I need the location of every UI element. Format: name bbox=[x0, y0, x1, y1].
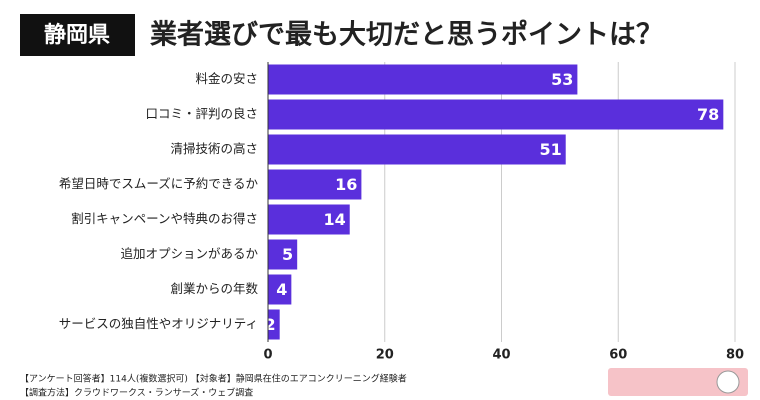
y-tick-label: サービスの独自性やオリジナリティ bbox=[59, 316, 258, 331]
x-tick-label: 20 bbox=[376, 348, 394, 363]
y-tick-label: 割引キャンペーンや特典のお得さ bbox=[71, 211, 258, 226]
value-label: 2 bbox=[265, 315, 276, 334]
x-tick-label: 60 bbox=[609, 348, 627, 363]
bar bbox=[268, 169, 362, 200]
bar bbox=[268, 99, 724, 130]
x-tick-label: 40 bbox=[492, 348, 510, 363]
bar bbox=[268, 274, 292, 305]
bar bbox=[268, 64, 578, 95]
badge: 静岡県 bbox=[44, 22, 110, 48]
bar bbox=[268, 239, 298, 270]
bar bbox=[268, 309, 280, 340]
value-label: 78 bbox=[697, 105, 719, 124]
y-tick-label: 口コミ・評判の良さ bbox=[145, 106, 258, 121]
y-tick-label: 希望日時でスムーズに予約できるか bbox=[59, 176, 259, 191]
note: 【アンケート回答者】114人(複数選択可) 【対象者】静岡県在住のエアコンクリー… bbox=[20, 373, 407, 385]
value-label: 16 bbox=[335, 175, 357, 194]
y-tick-label: 追加オプションがあるか bbox=[120, 246, 258, 261]
y-tick-label: 清掃技術の高さ bbox=[170, 141, 258, 156]
logo-icon bbox=[716, 370, 740, 394]
value-label: 5 bbox=[282, 245, 293, 264]
y-tick-label: 料金の安さ bbox=[195, 71, 258, 86]
value-label: 14 bbox=[323, 210, 345, 229]
chart-title: 業者選びで最も大切だと思うポイントは？ bbox=[150, 20, 663, 51]
bar bbox=[268, 134, 566, 165]
x-tick-label: 0 bbox=[263, 348, 272, 363]
logo bbox=[608, 368, 748, 396]
value-label: 51 bbox=[539, 140, 561, 159]
value-label: 53 bbox=[551, 70, 573, 89]
bar bbox=[268, 204, 350, 235]
badge-box bbox=[20, 14, 135, 56]
value-label: 4 bbox=[276, 280, 287, 299]
y-tick-label: 創業からの年数 bbox=[170, 281, 258, 296]
note: 【調査方法】クラウドワークス・ランサーズ・ウェブ調査 bbox=[20, 387, 253, 399]
x-tick-label: 80 bbox=[726, 348, 744, 363]
